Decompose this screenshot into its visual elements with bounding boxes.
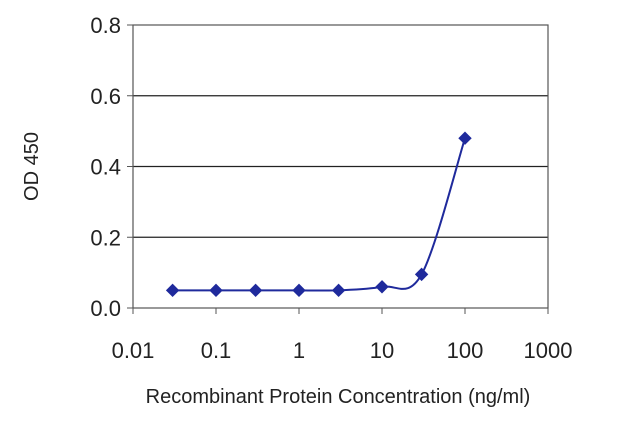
x-tick-label: 0.1 xyxy=(201,338,232,363)
data-point-1 xyxy=(209,283,223,298)
x-tick-label: 1000 xyxy=(524,338,573,363)
y-tick-label: 0.2 xyxy=(90,225,121,250)
x-tick-label: 10 xyxy=(370,338,394,363)
data-point-3 xyxy=(292,283,306,298)
x-axis-ticks: 0.01 0.1 1 10 100 1000 xyxy=(112,308,573,363)
x-tick-label: 0.01 xyxy=(112,338,155,363)
x-axis-title: Recombinant Protein Concentration (ng/ml… xyxy=(146,386,531,408)
data-point-6 xyxy=(414,267,429,282)
data-point-4 xyxy=(331,283,346,298)
y-tick-label: 0.4 xyxy=(90,155,121,180)
x-tick-label: 100 xyxy=(447,338,484,363)
y-tick-label: 0.8 xyxy=(90,13,121,38)
y-axis-ticks: 0.0 0.2 0.4 0.6 0.8 xyxy=(90,13,133,321)
gridlines xyxy=(133,95,548,238)
data-point-7 xyxy=(458,131,472,145)
data-point-5 xyxy=(375,280,389,294)
y-tick-label: 0.0 xyxy=(90,296,121,321)
data-point-0 xyxy=(165,283,180,298)
series-line-0 xyxy=(172,137,466,292)
x-tick-label: 1 xyxy=(293,338,305,363)
series-layer xyxy=(165,131,472,298)
y-tick-label: 0.6 xyxy=(90,84,121,109)
data-point-2 xyxy=(248,283,263,298)
y-axis-title: OD 450 xyxy=(21,132,43,201)
